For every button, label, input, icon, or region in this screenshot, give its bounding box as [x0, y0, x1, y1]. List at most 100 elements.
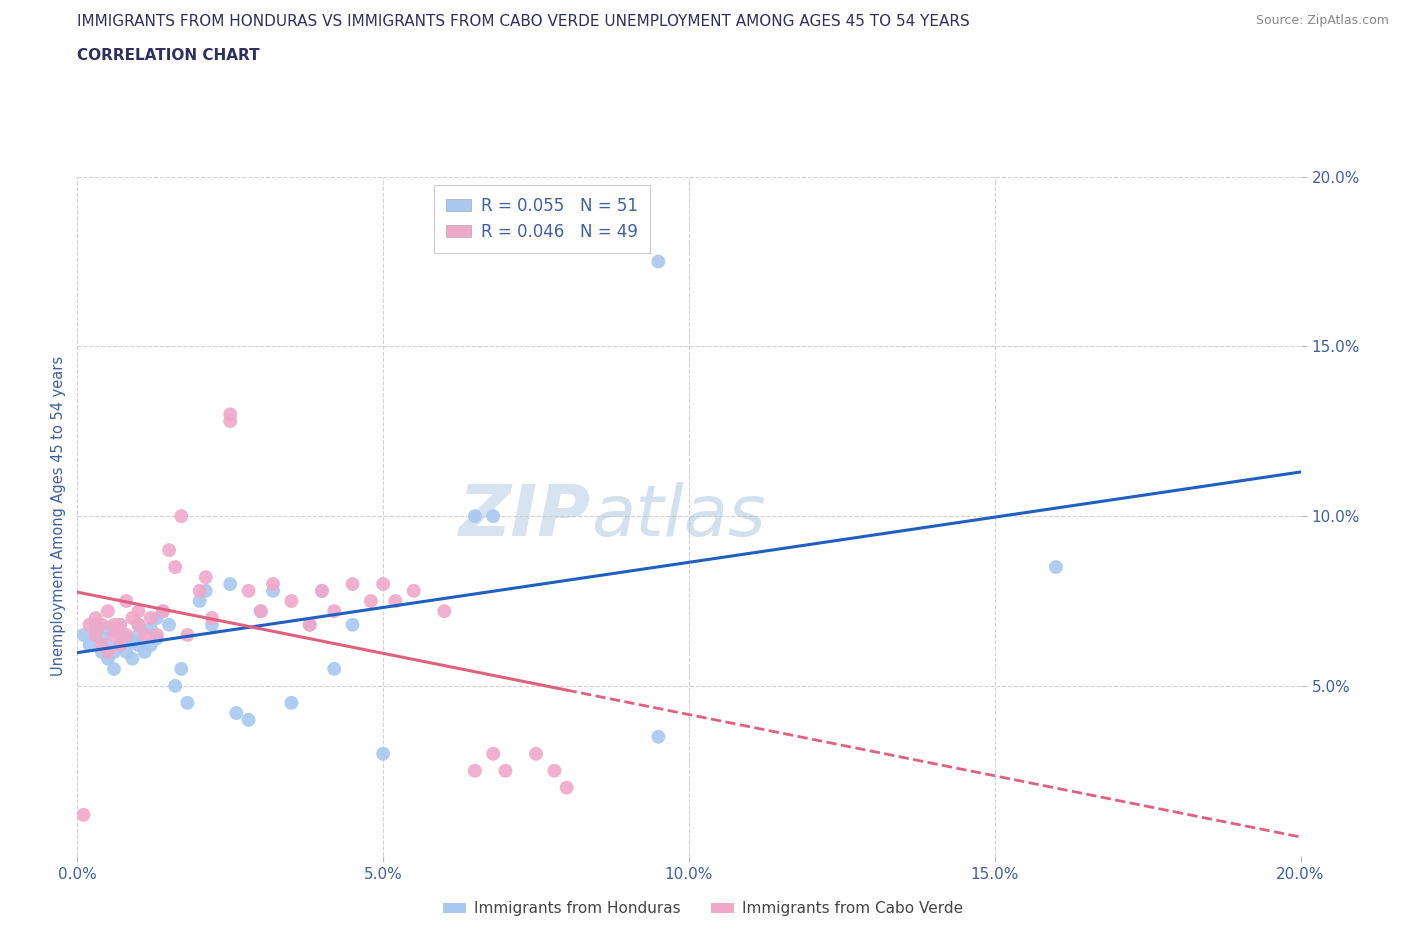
- Point: [97, 638, 120, 653]
- Point: [219, 407, 242, 422]
- Point: [84, 628, 107, 643]
- Text: IMMIGRANTS FROM HONDURAS VS IMMIGRANTS FROM CABO VERDE UNEMPLOYMENT AMONG AGES 4: IMMIGRANTS FROM HONDURAS VS IMMIGRANTS F…: [77, 14, 970, 29]
- Point: [188, 593, 211, 608]
- Point: [146, 610, 169, 625]
- Point: [342, 618, 364, 632]
- Point: [495, 764, 517, 778]
- Point: [127, 618, 149, 632]
- Point: [127, 628, 149, 643]
- Point: [79, 618, 101, 632]
- Point: [103, 624, 125, 639]
- Text: CORRELATION CHART: CORRELATION CHART: [77, 48, 260, 63]
- Point: [194, 583, 217, 598]
- Point: [84, 628, 107, 643]
- Point: [108, 618, 131, 632]
- Point: [121, 634, 143, 649]
- Point: [103, 618, 125, 632]
- Text: ZIP: ZIP: [458, 482, 591, 551]
- Point: [72, 628, 94, 643]
- Point: [121, 651, 143, 666]
- Point: [90, 631, 112, 645]
- Point: [115, 644, 138, 659]
- Point: [115, 631, 138, 645]
- Point: [371, 577, 394, 591]
- Point: [647, 254, 669, 269]
- Point: [108, 638, 131, 653]
- Point: [238, 583, 260, 598]
- Point: [170, 509, 193, 524]
- Point: [280, 593, 302, 608]
- Point: [555, 780, 578, 795]
- Point: [433, 604, 456, 618]
- Point: [543, 764, 565, 778]
- Point: [201, 618, 224, 632]
- Point: [482, 509, 505, 524]
- Point: [170, 661, 193, 676]
- Point: [157, 542, 180, 557]
- Point: [84, 618, 107, 632]
- Point: [127, 604, 149, 618]
- Point: [262, 583, 284, 598]
- Point: [165, 560, 187, 575]
- Point: [323, 604, 346, 618]
- Point: [342, 577, 364, 591]
- Point: [225, 706, 247, 721]
- Point: [250, 604, 273, 618]
- Point: [298, 618, 321, 632]
- Point: [384, 593, 406, 608]
- Point: [201, 610, 224, 625]
- Point: [97, 644, 120, 659]
- Point: [108, 628, 131, 643]
- Point: [127, 618, 149, 632]
- Point: [97, 604, 120, 618]
- Point: [146, 628, 169, 643]
- Point: [139, 620, 162, 635]
- Point: [134, 628, 156, 643]
- Point: [115, 628, 138, 643]
- Point: [298, 618, 321, 632]
- Point: [139, 638, 162, 653]
- Point: [127, 638, 149, 653]
- Point: [371, 746, 394, 761]
- Point: [524, 746, 547, 761]
- Point: [157, 618, 180, 632]
- Point: [464, 509, 486, 524]
- Point: [1045, 560, 1067, 575]
- Point: [90, 618, 112, 632]
- Point: [323, 661, 346, 676]
- Text: Source: ZipAtlas.com: Source: ZipAtlas.com: [1256, 14, 1389, 27]
- Point: [219, 414, 242, 429]
- Point: [121, 610, 143, 625]
- Text: atlas: atlas: [591, 482, 766, 551]
- Point: [188, 583, 211, 598]
- Point: [97, 620, 120, 635]
- Point: [115, 593, 138, 608]
- Point: [152, 604, 174, 618]
- Point: [165, 679, 187, 694]
- Point: [176, 628, 198, 643]
- Point: [482, 746, 505, 761]
- Point: [250, 604, 273, 618]
- Point: [219, 577, 242, 591]
- Point: [464, 764, 486, 778]
- Point: [176, 696, 198, 711]
- Point: [103, 661, 125, 676]
- Point: [146, 631, 169, 645]
- Point: [139, 610, 162, 625]
- Point: [647, 729, 669, 744]
- Legend: Immigrants from Honduras, Immigrants from Cabo Verde: Immigrants from Honduras, Immigrants fro…: [437, 896, 969, 923]
- Point: [108, 638, 131, 653]
- Point: [97, 651, 120, 666]
- Point: [311, 583, 333, 598]
- Point: [90, 644, 112, 659]
- Point: [90, 638, 112, 653]
- Point: [134, 644, 156, 659]
- Point: [103, 644, 125, 659]
- Point: [280, 696, 302, 711]
- Point: [262, 577, 284, 591]
- Point: [103, 628, 125, 643]
- Point: [311, 583, 333, 598]
- Point: [84, 610, 107, 625]
- Point: [152, 604, 174, 618]
- Point: [108, 618, 131, 632]
